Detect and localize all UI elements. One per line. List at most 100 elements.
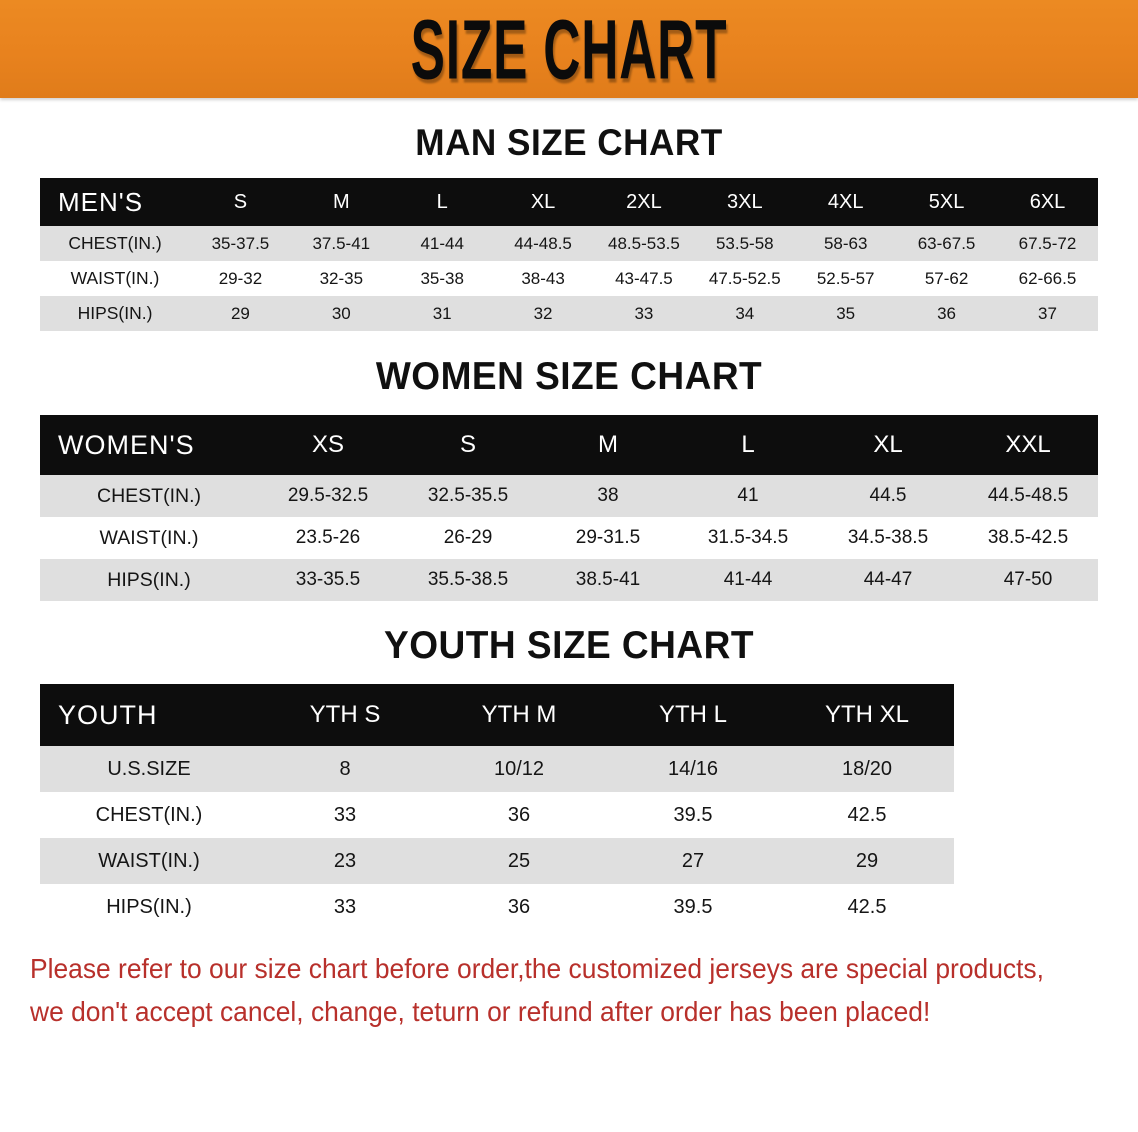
youth-cell: 36 — [432, 792, 606, 838]
man-column-header: 2XL — [626, 190, 662, 213]
women-cell: 44-47 — [818, 559, 958, 601]
man-cell: 52.5-57 — [795, 261, 897, 296]
youth-size-table: YOUTH YTH S YTH M YTH L YTH XL U.S.SIZE 8 10/1… — [40, 684, 1098, 930]
man-column-header: 6XL — [1029, 190, 1066, 213]
man-cell: 36 — [896, 296, 997, 331]
man-section-title: MAN SIZE CHART — [415, 122, 723, 163]
youth-column-header: YTH M — [481, 701, 557, 728]
youth-column-header: YTH L — [658, 701, 727, 728]
women-cell: 38 — [538, 475, 678, 517]
youth-cell: 8 — [258, 746, 432, 792]
man-cell: 30 — [290, 296, 392, 331]
man-table-head: MEN'S S M L XL 2XL 3XL 4XL 5XL 6XL — [40, 178, 1098, 226]
women-column-header: M — [598, 431, 618, 458]
man-row-label: CHEST(IN.) — [40, 226, 190, 261]
women-row-label: CHEST(IN.) — [40, 475, 258, 517]
youth-row-label: CHEST(IN.) — [40, 792, 258, 838]
women-column-header: XS — [311, 431, 344, 458]
women-cell: 38.5-41 — [538, 559, 678, 601]
table-row: CHEST(IN.) 35-37.5 37.5-41 41-44 44-48.5 48.5… — [40, 226, 1098, 261]
women-cell: 35.5-38.5 — [398, 559, 538, 601]
women-cell: 29.5-32.5 — [258, 475, 398, 517]
table-header-row: YOUTH YTH S YTH M YTH L YTH XL — [40, 684, 1098, 746]
man-cell: 35 — [795, 296, 897, 331]
youth-cell: 33 — [258, 884, 432, 930]
banner: SIZE CHART — [0, 0, 1138, 98]
women-table-wrap: WOMEN'S XS S M L XL XXL CHEST(IN.) 29.5-32.5 32.… — [40, 415, 1098, 601]
table-row: HIPS(IN.) 33 36 39.5 42.5 — [40, 884, 1098, 930]
man-cell: 29-32 — [190, 261, 291, 296]
youth-cell: 10/12 — [432, 746, 606, 792]
table-row: WAIST(IN.) 29-32 32-35 35-38 38-43 43-47.5 47.… — [40, 261, 1098, 296]
women-cell: 41-44 — [678, 559, 818, 601]
man-column-header: 4XL — [827, 190, 864, 213]
table-header-row: WOMEN'S XS S M L XL XXL — [40, 415, 1098, 475]
man-cell: 63-67.5 — [896, 226, 997, 261]
man-cell: 67.5-72 — [997, 226, 1098, 261]
youth-header-spacer — [954, 684, 1098, 746]
women-cell: 23.5-26 — [258, 517, 398, 559]
youth-cell: 29 — [780, 838, 954, 884]
man-cell: 34 — [694, 296, 796, 331]
man-cell: 53.5-58 — [694, 226, 796, 261]
youth-table-head: YOUTH YTH S YTH M YTH L YTH XL — [40, 684, 1098, 746]
man-cell: 44-48.5 — [492, 226, 594, 261]
youth-column-header: YTH XL — [824, 701, 910, 728]
note-line-2: we don't accept cancel, change, teturn o… — [30, 995, 931, 1027]
women-cell: 31.5-34.5 — [678, 517, 818, 559]
table-row: CHEST(IN.) 33 36 39.5 42.5 — [40, 792, 1098, 838]
women-cell: 32.5-35.5 — [398, 475, 538, 517]
women-column-header: XL — [873, 431, 903, 458]
note-line-1: Please refer to our size chart before or… — [30, 953, 1044, 984]
youth-cell: 39.5 — [606, 884, 780, 930]
women-cell: 44.5 — [818, 475, 958, 517]
man-cell: 47.5-52.5 — [694, 261, 796, 296]
youth-cell: 23 — [258, 838, 432, 884]
women-cell: 33-35.5 — [258, 559, 398, 601]
women-table-head: WOMEN'S XS S M L XL XXL — [40, 415, 1098, 475]
order-policy-note: Please refer to our size chart before or… — [30, 948, 1065, 1033]
women-cell: 29-31.5 — [538, 517, 678, 559]
women-column-header: L — [741, 431, 755, 458]
table-row: WAIST(IN.) 23 25 27 29 — [40, 838, 1098, 884]
table-row: HIPS(IN.) 33-35.5 35.5-38.5 38.5-41 41-44 44-… — [40, 559, 1098, 601]
man-column-header: S — [233, 190, 248, 213]
youth-row-label: HIPS(IN.) — [40, 884, 258, 930]
man-column-header: 5XL — [928, 190, 965, 213]
man-row-label: WAIST(IN.) — [40, 261, 190, 296]
youth-cell: 14/16 — [606, 746, 780, 792]
table-row: U.S.SIZE 8 10/12 14/16 18/20 — [40, 746, 1098, 792]
man-cell: 38-43 — [492, 261, 594, 296]
man-table-wrap: MEN'S S M L XL 2XL 3XL 4XL 5XL 6XL CHEST(IN.) 35-3… — [40, 178, 1098, 331]
man-cell: 62-66.5 — [997, 261, 1098, 296]
youth-row-spacer — [954, 746, 1098, 792]
man-cell: 31 — [391, 296, 493, 331]
youth-row-label: U.S.SIZE — [40, 746, 258, 792]
table-header-row: MEN'S S M L XL 2XL 3XL 4XL 5XL 6XL — [40, 178, 1098, 226]
youth-column-header: YTH S — [309, 701, 381, 728]
man-cell: 35-37.5 — [190, 226, 291, 261]
man-size-table: MEN'S S M L XL 2XL 3XL 4XL 5XL 6XL CHEST(IN.) 35-3… — [40, 178, 1098, 331]
man-column-header: L — [436, 190, 448, 213]
youth-corner-label: YOUTH — [58, 699, 158, 730]
youth-cell: 25 — [432, 838, 606, 884]
women-cell: 44.5-48.5 — [958, 475, 1098, 517]
women-column-header: S — [459, 431, 476, 458]
women-row-label: HIPS(IN.) — [40, 559, 258, 601]
man-table-body: CHEST(IN.) 35-37.5 37.5-41 41-44 44-48.5 48.5… — [40, 226, 1098, 331]
youth-row-spacer — [954, 792, 1098, 838]
man-cell: 48.5-53.5 — [593, 226, 695, 261]
women-cell: 34.5-38.5 — [818, 517, 958, 559]
women-table-body: CHEST(IN.) 29.5-32.5 32.5-35.5 38 41 44.5 44.5… — [40, 475, 1098, 601]
man-corner-label: MEN'S — [58, 186, 144, 217]
youth-cell: 18/20 — [780, 746, 954, 792]
women-cell: 38.5-42.5 — [958, 517, 1098, 559]
women-corner-label: WOMEN'S — [58, 429, 195, 460]
women-cell: 41 — [678, 475, 818, 517]
youth-row-spacer — [954, 884, 1098, 930]
man-cell: 58-63 — [795, 226, 897, 261]
table-row: CHEST(IN.) 29.5-32.5 32.5-35.5 38 41 44.5 44.5… — [40, 475, 1098, 517]
man-cell: 37.5-41 — [290, 226, 392, 261]
man-column-header: M — [332, 190, 350, 213]
